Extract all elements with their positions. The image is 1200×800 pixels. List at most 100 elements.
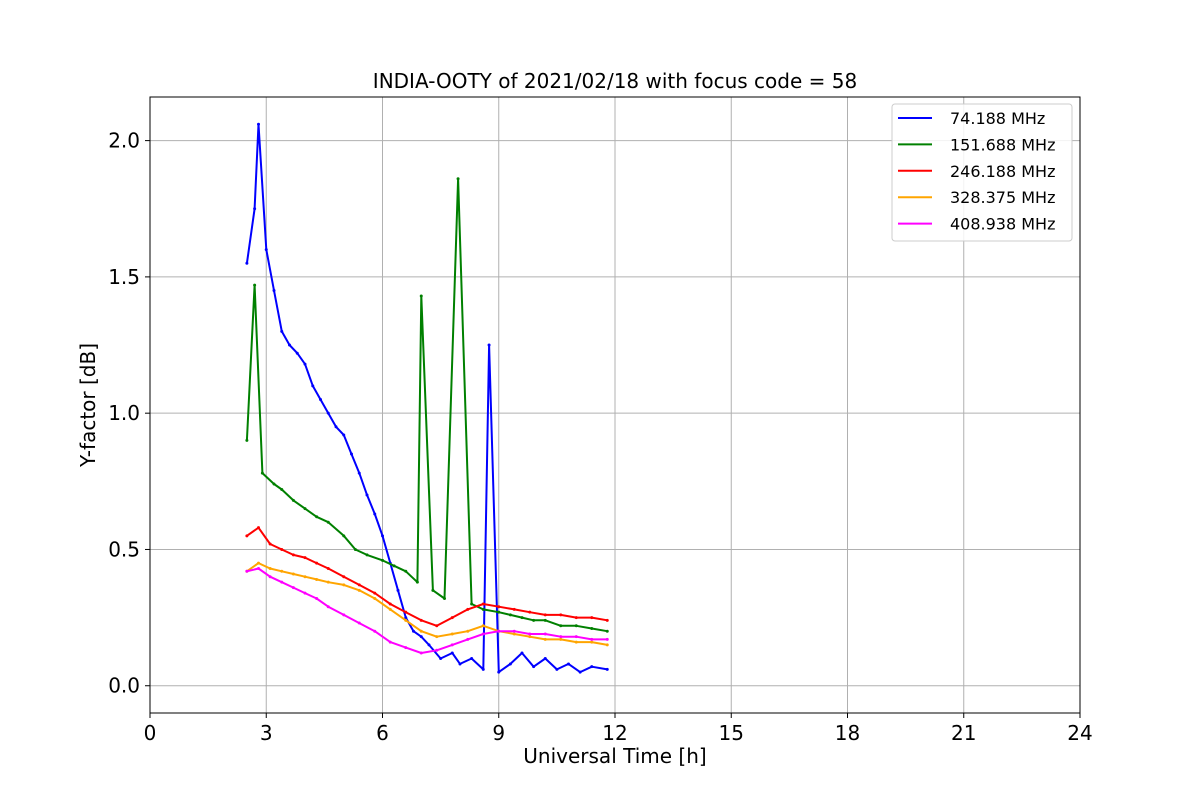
data-point <box>528 632 532 636</box>
data-point <box>520 651 524 655</box>
data-point <box>543 632 547 636</box>
data-point <box>443 597 446 601</box>
data-point <box>590 665 594 669</box>
data-point <box>311 384 315 388</box>
data-point <box>481 607 485 611</box>
data-point <box>528 610 532 614</box>
data-point <box>288 343 291 347</box>
data-point <box>291 586 295 590</box>
data-point <box>481 667 485 671</box>
data-point <box>470 602 474 606</box>
data-point <box>295 351 299 355</box>
data-point <box>272 482 276 486</box>
data-point <box>512 607 516 611</box>
data-point <box>303 507 307 511</box>
x-tick-label: 21 <box>951 721 976 745</box>
data-point <box>303 575 307 579</box>
data-point <box>450 643 454 647</box>
data-point <box>419 618 423 622</box>
x-tick-label: 0 <box>144 721 157 745</box>
data-point <box>574 635 578 639</box>
legend-box <box>891 103 1073 242</box>
data-point <box>342 433 346 437</box>
data-point <box>450 616 454 620</box>
data-point <box>381 534 384 538</box>
data-point <box>280 547 284 551</box>
data-point <box>450 632 454 636</box>
data-point <box>458 662 462 666</box>
data-point <box>315 597 319 601</box>
chart-title: INDIA-OOTY of 2021/02/18 with focus code… <box>373 69 857 93</box>
data-point <box>353 547 357 551</box>
data-point <box>260 471 264 475</box>
data-point <box>574 640 578 644</box>
x-tick-label: 18 <box>835 721 860 745</box>
data-point <box>257 122 260 126</box>
data-point <box>245 438 249 442</box>
data-point <box>396 588 400 592</box>
data-point <box>350 452 353 456</box>
data-point <box>315 515 319 519</box>
data-point <box>466 629 470 633</box>
data-point <box>543 618 547 622</box>
data-point <box>342 613 346 617</box>
data-point <box>435 624 439 628</box>
data-point <box>373 629 377 633</box>
data-point <box>257 567 260 571</box>
y-axis-label: Y-factor [dB] <box>76 343 100 468</box>
x-tick-label: 9 <box>492 721 505 745</box>
x-tick-label: 15 <box>719 721 744 745</box>
y-tick-label: 2.0 <box>108 129 140 153</box>
data-point <box>373 597 377 601</box>
data-point <box>291 553 295 557</box>
data-point <box>532 618 536 622</box>
data-point <box>334 425 338 429</box>
y-tick-label: 1.5 <box>108 265 140 289</box>
data-point <box>605 667 609 671</box>
data-point <box>578 670 582 674</box>
x-tick-label: 12 <box>602 721 627 745</box>
data-point <box>481 624 485 628</box>
data-point <box>435 635 439 639</box>
data-point <box>326 605 330 609</box>
data-point <box>388 640 392 644</box>
data-point <box>342 575 346 579</box>
series-line-3 <box>246 562 608 646</box>
data-point <box>365 493 369 497</box>
data-point <box>427 643 431 647</box>
data-point <box>357 583 361 587</box>
data-point <box>264 248 268 252</box>
data-point <box>357 471 361 475</box>
data-point <box>280 580 284 584</box>
data-point <box>497 610 501 614</box>
data-point <box>497 629 501 633</box>
data-point <box>315 577 319 581</box>
data-point <box>319 398 322 402</box>
data-point <box>543 656 547 660</box>
data-point <box>419 629 423 633</box>
data-point <box>404 610 408 614</box>
data-point <box>559 635 563 639</box>
data-point <box>559 637 563 641</box>
y-tick-label: 0.0 <box>108 674 140 698</box>
data-point <box>559 613 563 617</box>
data-point <box>439 656 443 660</box>
data-point <box>605 618 609 622</box>
series-layer <box>245 122 609 674</box>
legend-label: 328.375 MHz <box>950 188 1055 207</box>
data-point <box>388 602 392 606</box>
data-point <box>466 607 470 611</box>
data-point <box>508 613 512 617</box>
data-point <box>268 575 272 579</box>
data-point <box>404 646 408 650</box>
data-point <box>303 556 307 560</box>
series-line-2 <box>246 526 608 627</box>
data-point <box>326 580 330 584</box>
data-point <box>415 580 419 584</box>
legend: 74.188 MHz 151.688 MHz 246.188 MHz 328.375 … <box>891 103 1073 242</box>
data-point <box>412 629 415 633</box>
data-point <box>419 635 423 639</box>
data-point <box>291 572 295 576</box>
data-point <box>574 624 578 628</box>
data-point <box>456 177 460 181</box>
